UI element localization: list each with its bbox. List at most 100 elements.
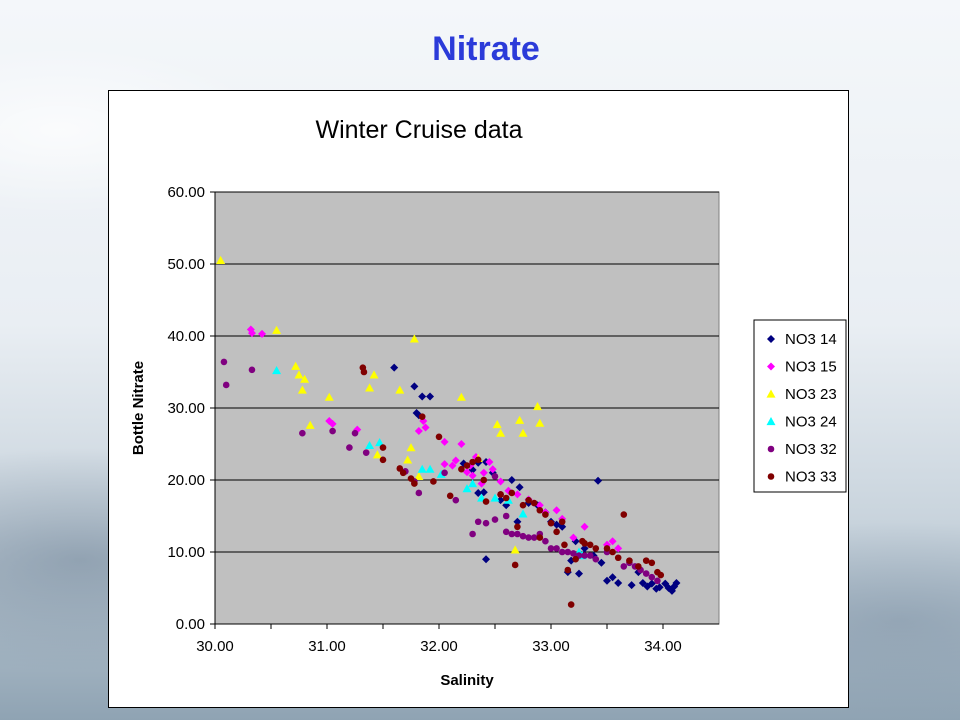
data-point <box>525 534 532 541</box>
data-point <box>648 559 656 567</box>
data-point <box>508 489 516 497</box>
data-point <box>533 402 543 411</box>
data-point <box>626 557 633 564</box>
data-point <box>508 530 516 538</box>
legend-label: NO3 15 <box>785 359 837 376</box>
data-point <box>620 563 628 570</box>
data-point <box>502 528 510 536</box>
data-point <box>479 468 488 477</box>
data-point <box>513 490 522 499</box>
data-point <box>608 573 617 582</box>
y-tick-label: 30.00 <box>167 400 205 417</box>
data-point <box>469 530 476 538</box>
data-point <box>328 419 337 428</box>
data-point <box>272 325 282 334</box>
data-point <box>614 578 623 587</box>
legend-label: NO3 23 <box>785 386 837 403</box>
data-point <box>372 450 382 459</box>
data-point <box>496 428 506 437</box>
data-point <box>608 537 617 546</box>
legend-marker <box>767 473 775 480</box>
data-point <box>592 555 600 563</box>
data-point <box>435 433 443 441</box>
data-point <box>491 516 499 523</box>
data-point <box>586 552 594 559</box>
data-point <box>441 469 448 477</box>
data-point <box>353 425 362 434</box>
data-point <box>536 506 544 514</box>
data-point <box>480 476 488 484</box>
data-point <box>369 370 379 379</box>
data-point <box>561 541 568 549</box>
data-point <box>491 473 499 480</box>
data-point <box>496 496 505 505</box>
legend-entry: NO3 33 <box>767 469 837 486</box>
data-point <box>418 413 426 420</box>
chart-title: Winter Cruise data <box>315 116 522 144</box>
data-point <box>547 545 555 552</box>
y-tick-label: 60.00 <box>167 184 205 201</box>
data-point <box>488 465 497 474</box>
legend-label: NO3 32 <box>785 441 837 458</box>
data-point <box>482 498 490 505</box>
data-point <box>216 255 226 264</box>
x-tick-label: 32.00 <box>420 638 458 655</box>
data-point <box>414 427 423 436</box>
data-point <box>581 552 588 559</box>
data-point <box>329 427 336 435</box>
data-point <box>496 477 505 486</box>
data-point <box>458 465 465 473</box>
data-point <box>482 519 490 527</box>
data-point <box>399 469 407 477</box>
data-point <box>351 429 359 437</box>
x-tick-label: 33.00 <box>532 638 570 655</box>
data-point <box>324 392 334 401</box>
legend-marker <box>766 389 776 398</box>
data-point <box>451 456 460 465</box>
data-point <box>580 522 589 531</box>
data-point <box>519 532 527 540</box>
series-2 <box>246 325 623 553</box>
data-point <box>642 570 650 577</box>
data-point <box>570 550 577 557</box>
legend-entry: NO3 14 <box>767 331 837 348</box>
data-point <box>655 583 664 592</box>
y-tick-label: 0.00 <box>176 616 205 633</box>
data-point <box>492 420 502 429</box>
legend-label: NO3 24 <box>785 414 837 431</box>
data-point <box>406 443 416 452</box>
x-tick-label: 30.00 <box>196 638 234 655</box>
x-tick-label: 34.00 <box>644 638 682 655</box>
data-point <box>446 492 454 500</box>
data-point <box>514 523 521 531</box>
data-point <box>482 555 491 564</box>
axes: 0.00 10.00 20.00 30.00 40.00 50.00 60.00 30.00 3… <box>167 184 719 655</box>
data-point <box>518 509 528 518</box>
data-point <box>502 512 510 520</box>
data-point <box>647 579 656 588</box>
data-point <box>456 392 466 401</box>
data-point <box>247 329 256 338</box>
data-point <box>657 571 665 579</box>
y-tick-label: 50.00 <box>167 256 205 273</box>
data-point <box>407 475 415 482</box>
data-point <box>510 545 520 554</box>
data-point <box>609 548 616 556</box>
legend-label: NO3 33 <box>785 469 837 486</box>
y-tick-label: 40.00 <box>167 328 205 345</box>
legend-entry: NO3 15 <box>767 359 837 376</box>
data-point <box>414 471 424 480</box>
data-point <box>620 511 628 518</box>
data-point <box>246 325 255 334</box>
data-point <box>564 548 572 556</box>
data-point <box>299 429 306 437</box>
data-point <box>440 460 449 469</box>
data-point <box>390 363 399 372</box>
y-tick-label: 10.00 <box>167 544 205 561</box>
data-point <box>346 444 353 451</box>
legend-label: NO3 14 <box>785 331 837 348</box>
data-point <box>511 561 519 569</box>
data-point <box>567 556 576 565</box>
data-point <box>672 578 681 587</box>
data-point <box>365 383 375 392</box>
